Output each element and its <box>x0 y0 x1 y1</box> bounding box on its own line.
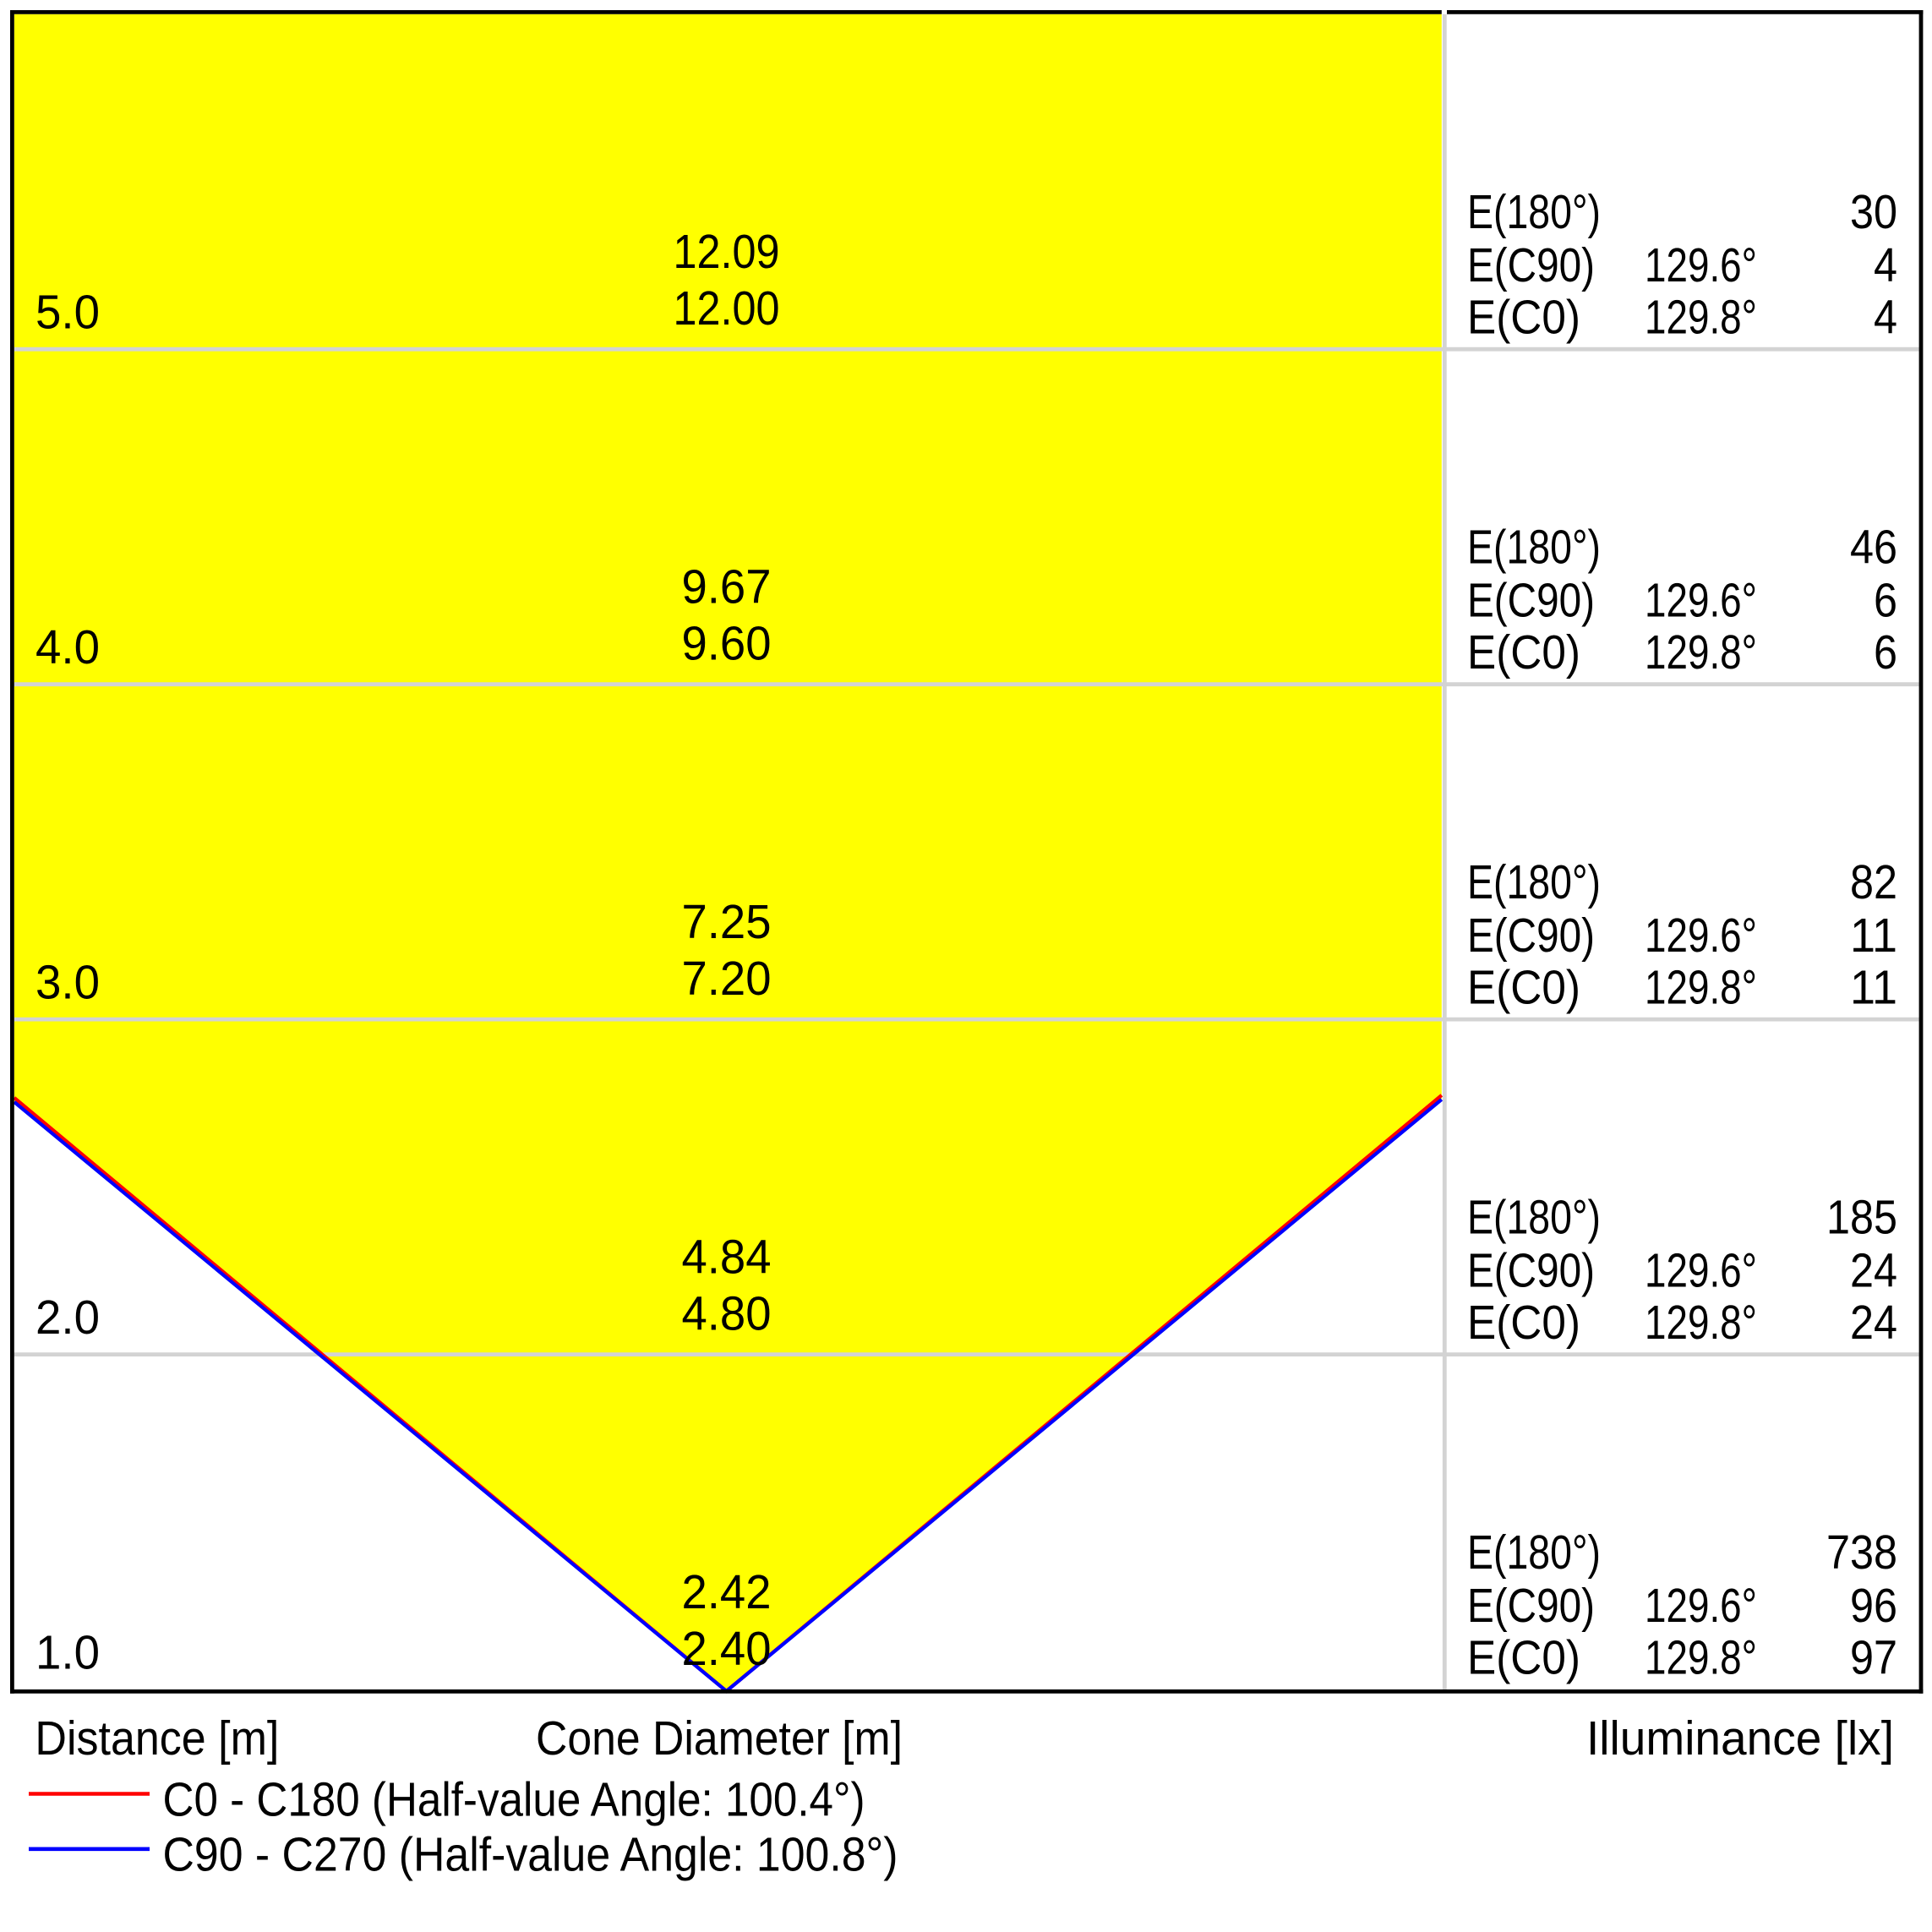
svg-text:97: 97 <box>1850 1631 1897 1685</box>
svg-text:E(C0): E(C0) <box>1467 961 1580 1015</box>
svg-text:129.8°: 129.8° <box>1645 961 1757 1015</box>
svg-text:4: 4 <box>1874 291 1897 345</box>
svg-text:7.20: 7.20 <box>682 952 772 1006</box>
svg-text:C90 - C270 (Half-value Angle:: C90 - C270 (Half-value Angle: 100.8°) <box>163 1828 898 1882</box>
svg-text:11: 11 <box>1850 961 1897 1015</box>
svg-text:6: 6 <box>1874 574 1897 628</box>
svg-text:96: 96 <box>1850 1579 1897 1633</box>
svg-text:129.6°: 129.6° <box>1645 1579 1757 1633</box>
svg-text:1.0: 1.0 <box>35 1626 100 1680</box>
svg-text:E(180°): E(180°) <box>1467 185 1601 239</box>
svg-text:129.8°: 129.8° <box>1645 1631 1757 1685</box>
svg-text:3.0: 3.0 <box>35 956 100 1010</box>
svg-text:9.60: 9.60 <box>682 617 772 671</box>
svg-text:E(C0): E(C0) <box>1467 1296 1580 1350</box>
svg-text:185: 185 <box>1826 1191 1897 1245</box>
svg-text:4.80: 4.80 <box>682 1287 772 1341</box>
svg-text:11: 11 <box>1850 909 1897 963</box>
svg-text:9.67: 9.67 <box>682 560 772 614</box>
svg-text:12.00: 12.00 <box>674 281 780 336</box>
svg-text:E(180°): E(180°) <box>1467 1191 1601 1245</box>
svg-text:E(C0): E(C0) <box>1467 625 1580 679</box>
svg-text:738: 738 <box>1826 1525 1897 1580</box>
svg-text:129.8°: 129.8° <box>1645 625 1757 679</box>
svg-text:30: 30 <box>1850 185 1897 239</box>
svg-text:129.6°: 129.6° <box>1645 238 1757 292</box>
svg-text:129.8°: 129.8° <box>1645 1296 1757 1350</box>
svg-text:46: 46 <box>1850 521 1897 575</box>
svg-text:Distance [m]: Distance [m] <box>35 1711 279 1766</box>
svg-text:7.25: 7.25 <box>682 895 772 949</box>
svg-text:E(C90): E(C90) <box>1467 238 1595 292</box>
svg-text:129.6°: 129.6° <box>1645 909 1757 963</box>
svg-text:12.09: 12.09 <box>674 225 780 279</box>
svg-text:E(C90): E(C90) <box>1467 574 1595 628</box>
svg-text:E(C90): E(C90) <box>1467 1244 1595 1298</box>
svg-text:E(C90): E(C90) <box>1467 909 1595 963</box>
svg-text:4: 4 <box>1874 238 1897 292</box>
svg-text:82: 82 <box>1850 855 1897 909</box>
svg-text:129.6°: 129.6° <box>1645 1244 1757 1298</box>
svg-text:Illuminance [lx]: Illuminance [lx] <box>1586 1711 1894 1766</box>
svg-text:E(180°): E(180°) <box>1467 855 1601 909</box>
svg-text:129.8°: 129.8° <box>1645 291 1757 345</box>
svg-text:Cone Diameter [m]: Cone Diameter [m] <box>536 1711 903 1766</box>
svg-text:E(C0): E(C0) <box>1467 1631 1580 1685</box>
svg-text:2.40: 2.40 <box>682 1622 772 1676</box>
svg-text:24: 24 <box>1850 1296 1897 1350</box>
svg-text:E(C0): E(C0) <box>1467 291 1580 345</box>
svg-text:C0 - C180 (Half-value Angle: 1: C0 - C180 (Half-value Angle: 100.4°) <box>163 1772 865 1826</box>
svg-text:5.0: 5.0 <box>35 286 100 340</box>
svg-text:2.42: 2.42 <box>682 1565 772 1619</box>
svg-text:129.6°: 129.6° <box>1645 574 1757 628</box>
svg-text:E(180°): E(180°) <box>1467 521 1601 575</box>
svg-text:2.0: 2.0 <box>35 1291 100 1345</box>
svg-text:E(C90): E(C90) <box>1467 1579 1595 1633</box>
svg-text:E(180°): E(180°) <box>1467 1525 1601 1580</box>
svg-text:4.0: 4.0 <box>35 620 100 674</box>
svg-text:6: 6 <box>1874 625 1897 679</box>
svg-text:24: 24 <box>1850 1244 1897 1298</box>
svg-text:4.84: 4.84 <box>682 1231 772 1285</box>
